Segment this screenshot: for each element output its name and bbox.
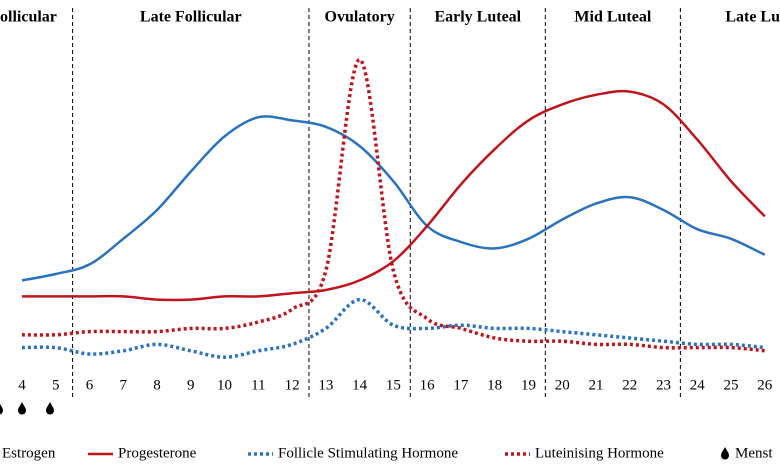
x-tick-label: 14 bbox=[352, 377, 368, 393]
x-tick-label: 11 bbox=[251, 377, 265, 393]
legend-label: Progesterone bbox=[118, 445, 197, 461]
x-tick-label: 16 bbox=[420, 377, 436, 393]
droplet-icon bbox=[18, 402, 26, 415]
phase-title: Early Luteal bbox=[434, 9, 521, 26]
x-tick-label: 22 bbox=[622, 377, 637, 393]
x-tick-label: 8 bbox=[153, 377, 161, 393]
x-tick-label: 15 bbox=[386, 377, 401, 393]
phase-title: Late Lu bbox=[725, 9, 780, 26]
x-tick-label: 25 bbox=[724, 377, 739, 393]
phase-title: Mid Luteal bbox=[574, 9, 651, 26]
droplet-icon bbox=[46, 402, 54, 415]
legend-label: Luteinising Hormone bbox=[535, 445, 664, 461]
x-tick-label: 21 bbox=[588, 377, 603, 393]
x-tick-label: 19 bbox=[521, 377, 536, 393]
phase-title: Late Follicular bbox=[140, 9, 242, 26]
x-tick-label: 7 bbox=[119, 377, 127, 393]
legend-label: Follicle Stimulating Hormone bbox=[278, 445, 458, 461]
x-tick-label: 6 bbox=[86, 377, 94, 393]
phase-title: ollicular bbox=[0, 9, 57, 26]
x-tick-label: 13 bbox=[318, 377, 333, 393]
legend-droplet-icon bbox=[721, 447, 729, 460]
x-tick-label: 20 bbox=[555, 377, 570, 393]
legend-label: Menst bbox=[735, 445, 773, 461]
x-tick-label: 17 bbox=[453, 377, 469, 393]
x-tick-label: 26 bbox=[757, 377, 773, 393]
series-line bbox=[21, 115, 766, 282]
series-line bbox=[21, 297, 765, 359]
x-tick-label: 24 bbox=[690, 377, 706, 393]
x-tick-label: 18 bbox=[487, 377, 502, 393]
x-tick-label: 10 bbox=[217, 377, 232, 393]
droplet-icon bbox=[0, 402, 3, 415]
x-tick-label: 12 bbox=[285, 377, 300, 393]
series-line bbox=[21, 89, 766, 302]
x-tick-label: 4 bbox=[18, 377, 26, 393]
x-tick-label: 5 bbox=[52, 377, 60, 393]
legend-label: Estrogen bbox=[2, 445, 56, 461]
x-tick-label: 23 bbox=[656, 377, 671, 393]
x-tick-label: 9 bbox=[187, 377, 195, 393]
phase-title: Ovulatory bbox=[325, 9, 395, 26]
menstruation-markers bbox=[0, 402, 54, 415]
